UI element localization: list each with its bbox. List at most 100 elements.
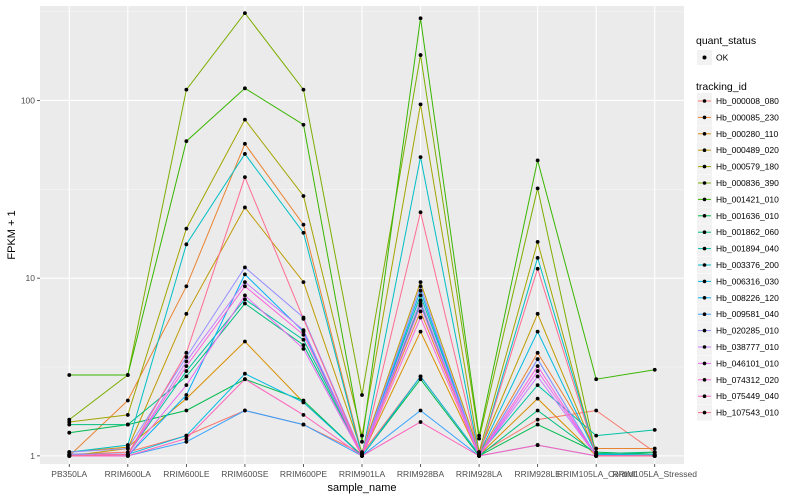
data-point-Hb_038777_010 (535, 374, 540, 379)
data-point-Hb_000836_390 (184, 87, 189, 92)
data-point-Hb_107543_010 (360, 453, 364, 458)
data-point-Hb_038777_010 (243, 280, 247, 285)
data-point-Hb_001894_040 (418, 293, 423, 298)
data-point-Hb_107543_010 (477, 453, 481, 458)
data-point-Hb_001862_060 (67, 422, 72, 427)
data-point-Hb_009581_040 (184, 439, 189, 444)
data-point-Hb_107543_010 (67, 453, 72, 458)
data-point-Hb_075449_040 (301, 413, 306, 417)
data-point-Hb_000085_230 (535, 350, 540, 355)
legend-key-point (702, 378, 707, 382)
data-point-Hb_001421_010 (477, 433, 481, 438)
legend-label: Hb_020285_010 (716, 326, 779, 336)
legend-key-point (702, 115, 707, 120)
axes: 1 10 100 PB350LA RRIM600LA RRIM600LE RRIM600SE… (21, 95, 697, 479)
legend-key-point (702, 246, 707, 251)
data-point-Hb_107543_010 (243, 175, 247, 180)
data-point-Hb_000836_390 (477, 436, 481, 441)
data-point-Hb_000085_230 (184, 284, 189, 289)
data-point-Hb_107543_010 (418, 210, 423, 215)
data-point-Hb_003376_200 (535, 256, 540, 260)
data-point-Hb_074312_020 (184, 364, 189, 368)
data-point-Hb_000280_110 (243, 339, 247, 344)
data-point-Hb_038777_010 (301, 328, 306, 333)
data-point-Hb_001421_010 (125, 373, 130, 377)
data-point-Hb_009581_040 (418, 408, 423, 413)
data-point-Hb_000085_230 (652, 446, 657, 451)
legend-label: Hb_000489_020 (716, 145, 779, 155)
data-point-Hb_074312_020 (301, 332, 306, 337)
legend-label: Hb_075449_040 (716, 391, 779, 401)
data-point-Hb_000489_020 (418, 280, 423, 285)
legend: quant_status OK tracking_id Hb_000008_08… (696, 35, 779, 421)
data-point-Hb_000489_020 (535, 311, 540, 316)
data-point-Hb_000008_080 (594, 408, 599, 413)
legend-label: Hb_001862_060 (716, 227, 779, 237)
data-point-Hb_107543_010 (301, 316, 306, 321)
data-point-Hb_001421_010 (594, 377, 599, 382)
data-point-Hb_000579_180 (125, 413, 130, 417)
data-point-Hb_075449_040 (243, 377, 247, 382)
data-point-Hb_020285_010 (184, 355, 189, 359)
data-point-Hb_001894_040 (594, 433, 599, 438)
data-point-Hb_038777_010 (184, 359, 189, 364)
legend-label: Hb_107543_010 (716, 408, 779, 418)
legend-key-point (702, 132, 707, 136)
data-point-Hb_000085_230 (243, 141, 247, 146)
x-tick-label: PB350LA (51, 469, 87, 479)
data-point-Hb_006316_030 (535, 329, 540, 334)
data-point-Hb_001862_060 (535, 408, 540, 413)
y-tick-label: 100 (21, 95, 35, 105)
y-axis-title: FPKM + 1 (6, 210, 18, 259)
data-point-Hb_001421_010 (301, 122, 306, 127)
data-point-Hb_046101_010 (184, 383, 189, 388)
x-axis-title: sample_name (327, 482, 396, 494)
data-point-Hb_000579_180 (243, 117, 247, 122)
y-tick-label: 10 (26, 273, 36, 283)
data-point-Hb_000085_230 (125, 398, 130, 403)
data-point-Hb_001862_060 (243, 301, 247, 306)
legend-label: OK (716, 53, 729, 63)
legend-key-point (702, 328, 707, 333)
data-point-Hb_000836_390 (360, 393, 364, 397)
x-tick-label: RRIM928LA (456, 469, 503, 479)
data-point-Hb_000489_020 (184, 311, 189, 316)
legend-label: Hb_000280_110 (716, 129, 779, 139)
data-point-Hb_006316_030 (418, 374, 423, 379)
legend-color-entries: Hb_000008_080 Hb_000085_230 Hb_000280_110 H… (697, 93, 779, 421)
data-point-Hb_001636_010 (184, 408, 189, 413)
data-point-Hb_000489_020 (243, 205, 247, 210)
legend-label: Hb_000085_230 (716, 112, 779, 122)
legend-key-point (702, 410, 707, 415)
data-point-Hb_000579_180 (184, 226, 189, 231)
x-tick-label: RRIM600SE (221, 469, 269, 479)
data-point-Hb_000280_110 (535, 396, 540, 401)
legend-key-point (702, 345, 707, 349)
data-point-Hb_000579_180 (301, 194, 306, 198)
legend-label: Hb_009581_040 (716, 309, 779, 319)
legend-label: Hb_001636_010 (716, 211, 779, 221)
data-point-Hb_107543_010 (184, 350, 189, 355)
data-point-Hb_001421_010 (67, 373, 72, 377)
data-point-Hb_000836_390 (301, 87, 306, 92)
data-point-Hb_107543_010 (125, 452, 130, 457)
x-tick-label: RRIM901LA (339, 469, 386, 479)
data-point-Hb_009581_040 (243, 408, 247, 413)
data-point-Hb_000836_390 (67, 417, 72, 422)
data-point-Hb_074312_020 (243, 284, 247, 289)
data-point-Hb_000579_180 (535, 239, 540, 244)
legend-label: Hb_001421_010 (716, 194, 779, 204)
legend-label: Hb_074312_020 (716, 375, 779, 385)
x-tick-label: RRIM928BA (397, 469, 445, 479)
legend-key-point (702, 55, 707, 60)
x-tick-label: RRIM928LE (514, 469, 561, 479)
legend-label: Hb_001894_040 (716, 244, 779, 254)
data-point-Hb_074312_020 (535, 364, 540, 368)
data-point-Hb_020285_010 (535, 357, 540, 362)
legend-key-point (702, 230, 707, 234)
data-point-Hb_003376_200 (125, 443, 130, 447)
x-tick-label: RRIM600PE (280, 469, 328, 479)
data-point-Hb_001862_060 (184, 374, 189, 379)
data-point-Hb_046101_010 (418, 303, 423, 308)
